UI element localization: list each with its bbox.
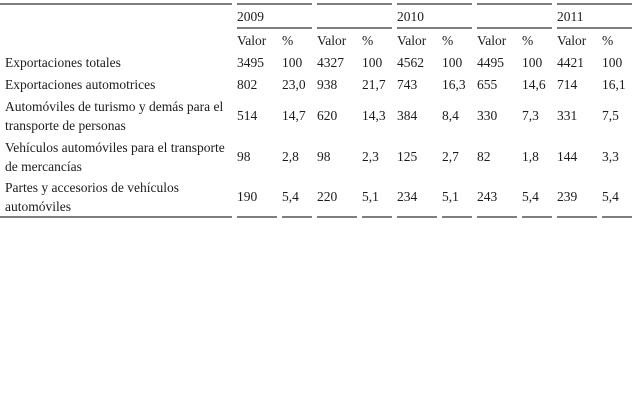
pct-header: % — [282, 32, 294, 48]
exports-table: 2009 2010 2011 Valor % Valor % Valor % V… — [0, 3, 637, 218]
pct-cell: 14,6 — [522, 76, 546, 92]
pct-cell: 100 — [282, 54, 303, 70]
value-cell: 98 — [317, 149, 331, 164]
table-row: Exportaciones automotrices 802 23,0 938 … — [0, 73, 632, 95]
value-cell: 98 — [237, 149, 251, 164]
subheader-row: Valor % Valor % Valor % Valor % Valor % — [0, 29, 632, 51]
row-label: Automóviles de turismo y demás para el t… — [5, 98, 224, 133]
value-cell: 743 — [397, 76, 418, 92]
pct-cell: 100 — [442, 54, 463, 70]
pct-cell: 100 — [522, 54, 543, 70]
pct-cell: 2,7 — [442, 149, 459, 164]
pct-header: % — [522, 32, 534, 48]
value-cell: 620 — [317, 108, 338, 123]
pct-cell: 21,7 — [362, 76, 386, 92]
valor-header: Valor — [317, 32, 347, 48]
pct-cell: 5,4 — [282, 177, 312, 218]
valor-header: Valor — [557, 32, 587, 48]
table-row: Vehículos automóviles para el transporte… — [0, 136, 632, 177]
pct-cell: 16,3 — [442, 76, 466, 92]
value-cell: 82 — [477, 149, 491, 164]
value-cell: 330 — [477, 108, 498, 123]
pct-cell: 5,4 — [602, 177, 632, 218]
year-header-2009: 2009 — [237, 3, 312, 29]
pct-cell: 100 — [602, 54, 623, 70]
value-cell: 938 — [317, 76, 338, 92]
row-label: Vehículos automóviles para el transporte… — [5, 139, 225, 174]
pct-cell: 14,7 — [282, 108, 306, 123]
valor-header: Valor — [237, 32, 267, 48]
pct-cell: 7,5 — [602, 108, 619, 123]
valor-header: Valor — [477, 32, 507, 48]
value-cell: 190 — [237, 177, 277, 218]
table-row: Exportaciones totales 3495 100 4327 100 … — [0, 51, 632, 73]
pct-cell: 3,3 — [602, 149, 619, 164]
value-cell: 514 — [237, 108, 258, 123]
value-cell: 4327 — [317, 54, 344, 70]
value-cell: 220 — [317, 177, 357, 218]
table-row: Automóviles de turismo y demás para el t… — [0, 95, 632, 136]
pct-cell: 5,1 — [362, 177, 392, 218]
year-header-row: 2009 2010 2011 — [0, 3, 632, 29]
document-page: 2009 2010 2011 Valor % Valor % Valor % V… — [0, 3, 638, 218]
label-column-header — [0, 3, 232, 51]
pct-cell: 5,1 — [442, 177, 472, 218]
pct-header: % — [442, 32, 454, 48]
value-cell: 3495 — [237, 54, 264, 70]
value-cell: 234 — [397, 177, 437, 218]
value-cell: 802 — [237, 76, 258, 92]
pct-cell: 100 — [362, 54, 383, 70]
value-cell: 331 — [557, 108, 578, 123]
value-cell: 243 — [477, 177, 517, 218]
valor-header: Valor — [397, 32, 427, 48]
row-label: Partes y accesorios de vehículos automóv… — [0, 177, 232, 218]
pct-cell: 23,0 — [282, 76, 306, 92]
value-cell: 4562 — [397, 54, 424, 70]
year-header-2011: 2011 — [557, 3, 632, 29]
value-cell: 144 — [557, 149, 578, 164]
pct-cell: 5,4 — [522, 177, 552, 218]
pct-cell: 2,3 — [362, 149, 379, 164]
value-cell: 4421 — [557, 54, 584, 70]
pct-cell: 16,1 — [602, 76, 626, 92]
value-cell: 239 — [557, 177, 597, 218]
value-cell: 655 — [477, 76, 498, 92]
value-cell: 384 — [397, 108, 418, 123]
year-header-blank-1 — [317, 3, 392, 29]
pct-cell: 8,4 — [442, 108, 459, 123]
pct-cell: 7,3 — [522, 108, 539, 123]
pct-header: % — [362, 32, 374, 48]
row-label: Exportaciones totales — [5, 54, 121, 70]
value-cell: 714 — [557, 76, 578, 92]
pct-cell: 14,3 — [362, 108, 386, 123]
value-cell: 125 — [397, 149, 418, 164]
value-cell: 4495 — [477, 54, 504, 70]
pct-header: % — [602, 32, 614, 48]
year-header-2010: 2010 — [397, 3, 472, 29]
pct-cell: 2,8 — [282, 149, 299, 164]
pct-cell: 1,8 — [522, 149, 539, 164]
year-header-blank-2 — [477, 3, 552, 29]
row-label: Exportaciones automotrices — [5, 76, 156, 92]
table-row: Partes y accesorios de vehículos automóv… — [0, 177, 632, 218]
